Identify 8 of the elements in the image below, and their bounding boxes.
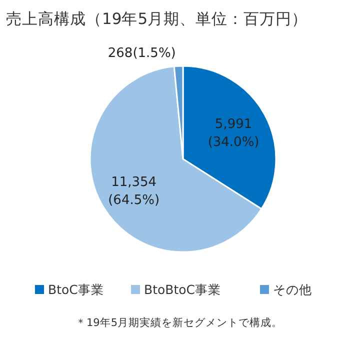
chart-title: 売上高構成（19年5月期、単位：百万円）: [6, 10, 308, 28]
legend-label: BtoBtoC事業: [144, 282, 221, 297]
data-label: 5,991 (34.0%): [208, 117, 260, 150]
data-label: 268(1.5%): [108, 46, 176, 62]
legend-label: BtoC事業: [48, 282, 104, 297]
data-label: 11,354 (64.5%): [108, 175, 160, 208]
text: ＊19年5月期実績を新セグメントで構成。: [75, 316, 283, 329]
legend-label: その他: [273, 282, 312, 297]
